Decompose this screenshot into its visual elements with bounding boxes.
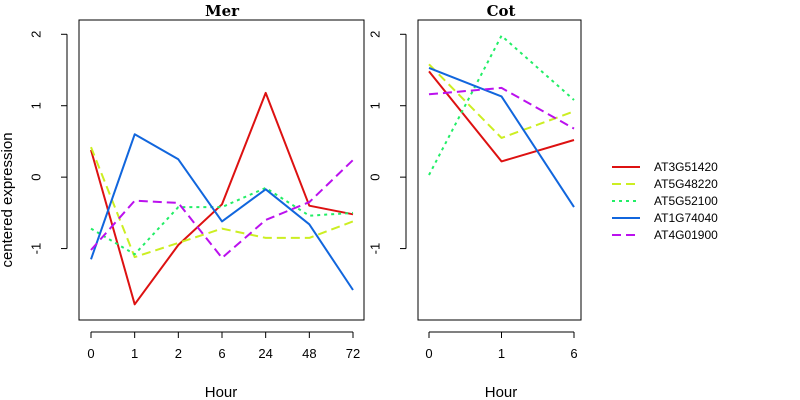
panel-cot: Cot 2 1 0 -1 0 1 6 Hour: [368, 2, 582, 400]
x-tick-label: 6: [570, 346, 577, 361]
panel-mer: Mer 2 1 0 -1 0 1 2 6 24 48 72 Hour: [29, 2, 365, 400]
x-tick-label: 24: [258, 346, 272, 361]
panel-mer-title: Mer: [205, 2, 240, 20]
series-line-at5g52100: [90, 186, 354, 256]
panel-cot-title: Cot: [487, 2, 516, 20]
panel-mer-x-axis: 0 1 2 6 24 48 72: [87, 331, 360, 361]
x-tick-label: 0: [425, 346, 432, 361]
x-tick-label: 72: [346, 346, 360, 361]
legend-label-at3g51420: AT3G51420: [654, 160, 718, 174]
y-axis-label: centered expression: [0, 132, 16, 267]
x-tick-label: 48: [302, 346, 316, 361]
y-tick-label: 1: [29, 102, 44, 109]
y-tick-label: 2: [368, 31, 383, 38]
legend-label-at4g01900: AT4G01900: [654, 228, 718, 242]
panel-cot-y-axis: 2 1 0 -1: [368, 31, 407, 255]
y-tick-label: 0: [29, 174, 44, 181]
panel-mer-series-lines: [90, 91, 354, 306]
x-tick-label: 2: [175, 346, 182, 361]
series-line-at5g52100: [428, 34, 575, 176]
series-line-at4g01900: [428, 86, 575, 130]
y-tick-label: -1: [29, 243, 44, 255]
panel-cot-x-axis-label: Hour: [485, 384, 518, 400]
x-tick-label: 6: [218, 346, 225, 361]
panel-cot-plot-area: [417, 19, 582, 321]
series-line-at3g51420: [428, 70, 575, 163]
series-line-at5g48220: [90, 146, 354, 259]
series-line-at5g48220: [428, 63, 575, 139]
x-tick-label: 1: [498, 346, 505, 361]
panel-mer-x-axis-label: Hour: [205, 384, 238, 400]
legend-label-at5g52100: AT5G52100: [654, 194, 718, 208]
y-tick-label: -1: [368, 243, 383, 255]
panel-cot-x-axis: 0 1 6: [425, 331, 578, 361]
series-line-at1g74040: [90, 133, 354, 291]
y-tick-label: 0: [368, 174, 383, 181]
y-tick-label: 1: [368, 102, 383, 109]
series-line-at1g74040: [428, 66, 575, 208]
x-tick-label: 1: [131, 346, 138, 361]
panel-mer-y-axis: 2 1 0 -1: [29, 31, 68, 255]
panel-mer-plot-area: [78, 19, 365, 321]
panel-cot-series-lines: [428, 34, 575, 208]
series-line-at4g01900: [90, 159, 354, 259]
legend-label-at1g74040: AT1G74040: [654, 211, 718, 225]
series-line-at3g51420: [90, 91, 354, 306]
legend-label-at5g48220: AT5G48220: [654, 177, 718, 191]
legend: AT3G51420 AT5G48220 AT5G52100 AT1G74040 AT4G…: [612, 160, 718, 242]
y-tick-label: 2: [29, 31, 44, 38]
x-tick-label: 0: [87, 346, 94, 361]
